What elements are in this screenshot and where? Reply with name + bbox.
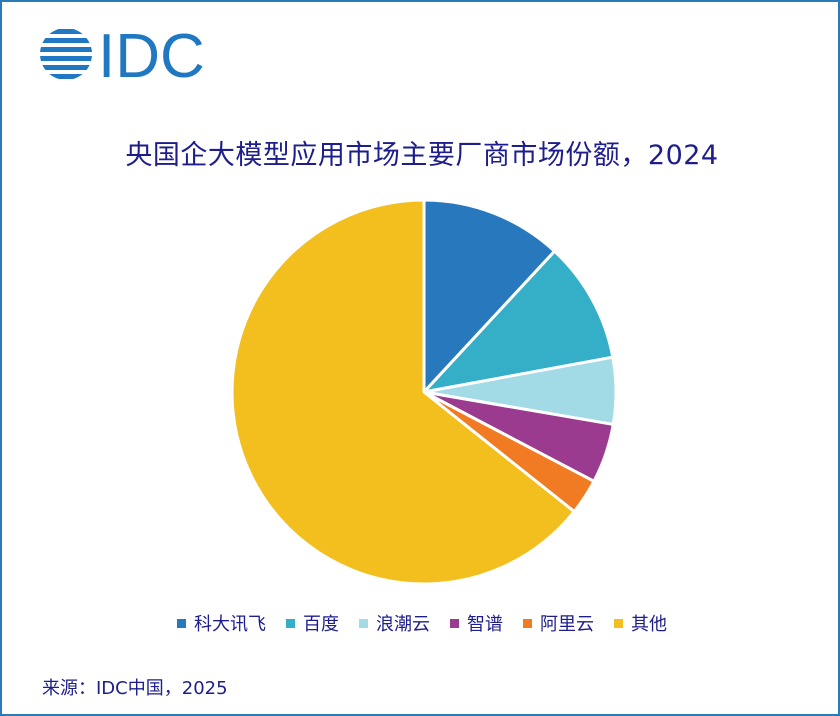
pie-slice-1 — [422, 249, 615, 394]
legend-swatch — [177, 618, 186, 628]
legend-swatch — [450, 618, 459, 628]
chart-legend: 科大讯飞 百度 浪潮云 智谱 阿里云 其他 — [2, 610, 840, 636]
legend-item-5: 其他 — [614, 610, 667, 636]
legend-label: 百度 — [303, 614, 339, 635]
legend-label: 浪潮云 — [376, 614, 430, 635]
legend-label: 智谱 — [467, 614, 503, 635]
pie-slice-5 — [230, 198, 576, 586]
legend-label: 科大讯飞 — [194, 614, 266, 635]
chart-title: 央国企大模型应用市场主要厂商市场份额，2024 — [125, 140, 719, 171]
legend-label: 其他 — [631, 614, 667, 635]
pie-chart — [230, 198, 618, 586]
legend-swatch — [359, 618, 368, 628]
legend-item-1: 百度 — [286, 610, 339, 636]
legend-swatch — [523, 618, 532, 628]
legend-item-4: 阿里云 — [523, 610, 594, 636]
legend-item-2: 浪潮云 — [359, 610, 430, 636]
legend-swatch — [614, 618, 623, 628]
legend-item-3: 智谱 — [450, 610, 503, 636]
legend-swatch — [286, 618, 295, 628]
legend-label: 阿里云 — [540, 614, 594, 635]
logo-text: IDC — [98, 26, 205, 82]
idc-logo: IDC — [40, 26, 205, 82]
pie-slice-0 — [422, 198, 557, 394]
legend-item-0: 科大讯飞 — [177, 610, 266, 636]
source-note: 来源：IDC中国，2025 — [42, 678, 228, 699]
